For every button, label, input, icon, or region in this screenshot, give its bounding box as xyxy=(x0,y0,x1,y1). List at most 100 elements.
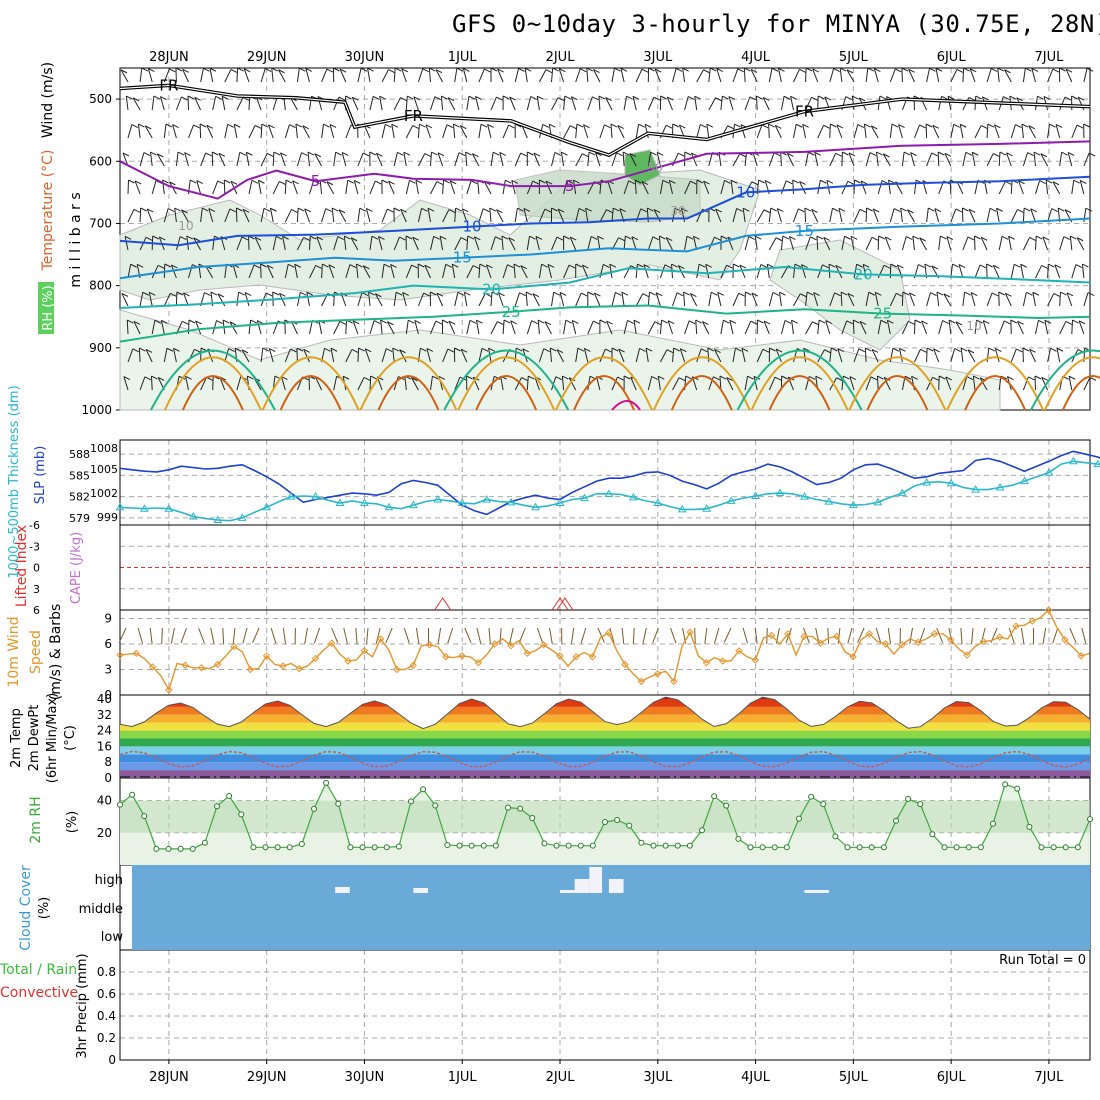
wind-barb xyxy=(1045,179,1053,184)
wind-barb xyxy=(369,151,376,156)
wind-barb xyxy=(654,321,662,326)
wind-barb xyxy=(150,151,157,156)
wind-barb-10m xyxy=(1081,627,1087,644)
wind-barb xyxy=(804,207,812,212)
thickness-point xyxy=(848,500,858,509)
surface-isotherm xyxy=(475,375,538,411)
li-tick: 3 xyxy=(33,583,40,596)
wind-barb xyxy=(292,180,298,195)
wind-barb xyxy=(200,377,207,391)
wind-barb xyxy=(614,67,621,72)
wind-barb xyxy=(871,349,879,363)
wind-barb xyxy=(705,263,712,268)
wind-barb xyxy=(654,68,661,83)
wind-barb xyxy=(530,95,537,100)
wind-barb xyxy=(730,179,738,184)
wind-barb xyxy=(502,264,508,279)
y-tick-label: 1000 xyxy=(81,403,112,417)
wind-barb xyxy=(490,67,498,72)
wind-barb xyxy=(986,208,991,223)
wind-barb xyxy=(338,209,346,214)
wind-barb xyxy=(206,125,214,139)
wind-barb xyxy=(524,67,532,72)
wind-barb xyxy=(674,207,682,212)
wind-barb xyxy=(523,207,531,212)
wind-barb xyxy=(768,237,777,251)
wind-barb xyxy=(544,208,552,213)
wind-barb xyxy=(422,68,429,73)
wind-barb xyxy=(302,125,310,139)
wind-barb xyxy=(417,123,420,139)
top-date-label: 30JUN xyxy=(345,50,385,65)
wind-barb xyxy=(1031,68,1039,72)
wind-barb xyxy=(645,348,649,363)
wind-barb xyxy=(877,265,885,279)
wind-barb xyxy=(296,207,299,223)
wind-barb xyxy=(926,68,930,83)
wind-speed-point xyxy=(393,665,401,674)
wind-barb xyxy=(502,124,510,139)
wind-barb xyxy=(241,236,249,241)
wind-barb xyxy=(842,151,849,156)
bottom-date-label: 28JUN xyxy=(149,1070,189,1085)
wind-barb xyxy=(350,237,358,242)
wind-barb xyxy=(713,376,720,381)
wind-barb xyxy=(1042,236,1050,241)
wind-barb xyxy=(480,123,488,128)
thickness-point xyxy=(800,492,809,500)
wind-barb xyxy=(866,207,873,212)
wind-barb xyxy=(1065,68,1073,73)
wind-barb xyxy=(442,124,448,139)
thickness-point xyxy=(580,493,589,502)
rh-point xyxy=(626,822,633,829)
wind-barb xyxy=(907,209,915,223)
wind-barb xyxy=(651,375,658,380)
wind-barb xyxy=(1010,348,1017,363)
wind-barb-10m xyxy=(1008,627,1015,644)
wind-barb xyxy=(230,180,238,185)
wind-barb xyxy=(358,347,365,352)
wind-barb xyxy=(296,152,302,167)
axis-label-millibars: m i l l i b a r s xyxy=(68,192,84,287)
wind-barb xyxy=(1086,67,1094,72)
rh-point xyxy=(1087,816,1093,823)
wind-barb xyxy=(813,292,819,307)
wind-barb xyxy=(508,124,515,129)
wind-barb xyxy=(677,152,685,157)
wind-barb xyxy=(1064,96,1072,101)
wind-barb xyxy=(200,208,203,223)
rh-point xyxy=(432,802,439,809)
wind-barb xyxy=(224,208,231,223)
wind-barb-10m xyxy=(632,627,635,645)
wind-barb xyxy=(244,292,250,307)
wind-barb xyxy=(817,180,821,195)
wind-barb xyxy=(874,292,879,307)
wind-barb xyxy=(989,207,997,212)
rh-point xyxy=(565,842,572,849)
wind-barb xyxy=(1005,292,1012,297)
wind-barb-10m xyxy=(723,627,732,643)
wind-barb xyxy=(454,292,459,307)
wind-barb xyxy=(309,265,317,279)
wind-barb xyxy=(290,97,298,111)
wind-barb xyxy=(657,375,665,380)
rh-point xyxy=(359,844,366,851)
wind-barb xyxy=(770,207,777,212)
wind-speed-point xyxy=(230,642,238,651)
wind-barb xyxy=(333,376,338,391)
wind-barb xyxy=(934,208,940,223)
wind-barb xyxy=(568,377,577,391)
wind-barb xyxy=(935,68,940,83)
wind-barb xyxy=(793,124,797,139)
wind-barb xyxy=(662,179,670,184)
wind-barb xyxy=(430,291,437,296)
wind-barb xyxy=(419,123,426,128)
wind-barb xyxy=(587,376,591,391)
wind-barb xyxy=(968,208,976,213)
wind-barb xyxy=(1047,348,1051,363)
wind-barb xyxy=(801,264,807,279)
wind-barb xyxy=(120,69,128,74)
wind-barb xyxy=(333,236,339,251)
wind-barb xyxy=(660,95,667,100)
wind-barb xyxy=(625,235,632,240)
